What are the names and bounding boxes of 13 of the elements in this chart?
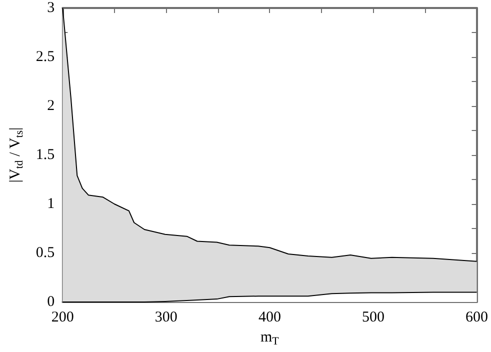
- y-tick-label: 3: [47, 0, 55, 16]
- x-tick-label: 300: [154, 310, 178, 326]
- y-tick-label: 2.5: [36, 49, 55, 65]
- x-tick-label: 500: [362, 310, 384, 326]
- y-tick-label: 2: [47, 98, 55, 114]
- x-tick-label: 400: [258, 310, 281, 326]
- y-tick-label: 0: [47, 294, 55, 310]
- y-tick-label: 1: [47, 196, 55, 212]
- x-tick-label: 600: [466, 310, 488, 326]
- x-tick-label: 200: [51, 310, 74, 326]
- y-tick-label: 1.5: [36, 147, 55, 163]
- y-axis-title: |Vtd / Vts|: [8, 127, 26, 183]
- y-tick-label: 0.5: [36, 245, 55, 261]
